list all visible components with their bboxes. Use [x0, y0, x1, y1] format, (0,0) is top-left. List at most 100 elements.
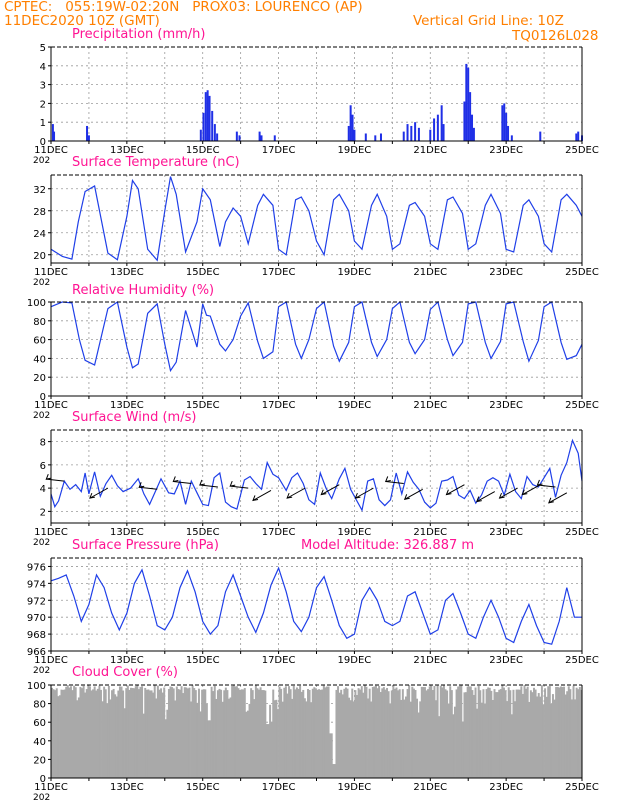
cloud-bar	[359, 689, 362, 778]
panel-pres-year-fragment: 202	[33, 666, 50, 676]
cloud-bar	[537, 693, 540, 778]
cloud-bar	[118, 686, 121, 778]
cloud-bar	[444, 689, 447, 778]
cloud-bar	[357, 688, 360, 778]
panel-rh-ytick-label: 80	[33, 317, 46, 328]
panel-cloud-ytick-label: 40	[33, 737, 46, 748]
wind-arrow	[89, 487, 109, 499]
cloud-bar	[60, 689, 63, 778]
rh-title: Relative Humidity (%)	[72, 283, 215, 298]
cloud-bar	[254, 685, 257, 778]
cloud-bar	[466, 686, 469, 778]
wind-arrowhead	[320, 489, 327, 496]
cloud-bar	[555, 686, 558, 778]
cloud-bar	[493, 689, 496, 778]
cloud-bar	[76, 700, 79, 778]
precip-bar	[575, 133, 578, 141]
cloud-bar	[169, 686, 172, 778]
cloud-bar	[430, 685, 433, 778]
cloud-bar	[398, 689, 401, 778]
cloud-bar	[300, 691, 303, 778]
cloud-bar	[387, 691, 390, 778]
cloud-bar	[400, 699, 403, 778]
panel-pres-line	[50, 566, 582, 645]
cloud-bar	[379, 692, 382, 778]
cloud-bar	[245, 711, 248, 778]
cloud-bar	[547, 686, 550, 778]
cloud-bar	[416, 698, 419, 778]
cloud-bar	[103, 686, 106, 778]
cloud-bar	[220, 689, 223, 778]
cloud-bar	[354, 690, 357, 778]
precip-bar	[351, 114, 354, 141]
cloud-title: Cloud Cover (%)	[72, 665, 178, 680]
cloud-bar	[197, 688, 200, 778]
cloud-bar	[141, 686, 144, 778]
panel-temp-ytick-label: 32	[33, 185, 46, 196]
cloud-bar	[275, 699, 278, 778]
cloud-bar	[243, 688, 246, 778]
cloud-bar	[256, 688, 259, 778]
cloud-bar	[155, 698, 158, 778]
cloud-bar	[428, 686, 431, 778]
cloud-bar	[327, 686, 330, 778]
panel-pres-ytick-label: 974	[27, 579, 46, 590]
cloud-bar	[194, 690, 197, 778]
precip-bar	[501, 105, 504, 141]
cloud-bar	[337, 686, 340, 778]
cloud-bar	[82, 685, 85, 778]
cloud-bar	[262, 690, 265, 778]
cloud-bar	[288, 686, 291, 778]
cloud-bar	[455, 689, 458, 778]
cloud-bar	[90, 690, 93, 778]
precip-bar	[510, 135, 513, 141]
precip-bar	[414, 122, 417, 141]
cloud-bar	[122, 690, 125, 778]
wind-arrowhead	[548, 497, 554, 504]
temp-title: Surface Temperature (nC)	[72, 155, 240, 170]
precip-bar	[347, 125, 350, 141]
panel-temp-ytick-label: 28	[33, 207, 46, 218]
panel-precip-ytick-label: 2	[40, 99, 46, 110]
panel-cloud-xtick-label: 11DEC	[34, 782, 68, 793]
panel-rh-xtick-label: 25DEC	[565, 400, 599, 411]
cloud-bar	[58, 695, 61, 778]
panel-precip-ytick-label: 1	[40, 118, 46, 129]
cloud-bar	[531, 692, 534, 778]
panel-precip-xtick-label: 25DEC	[565, 145, 599, 156]
cloud-bar	[548, 686, 551, 778]
wind-arrow	[286, 487, 306, 499]
cloud-bar	[65, 686, 68, 778]
precip-bar	[51, 124, 54, 141]
cloud-bar	[246, 710, 249, 778]
precip-bar	[402, 131, 405, 141]
cloud-bar	[521, 693, 524, 778]
cloud-bar	[558, 687, 561, 778]
panel-temp-xtick-label: 13DEC	[110, 267, 144, 278]
cloud-bar	[101, 701, 104, 778]
cloud-bar	[240, 689, 243, 778]
precip-bar	[273, 135, 276, 141]
precip-bar	[238, 135, 241, 141]
panel-temp-xtick-label: 23DEC	[489, 267, 523, 278]
panel-rh-line	[50, 300, 583, 373]
cloud-bar	[507, 687, 510, 778]
cloud-bar	[183, 687, 186, 778]
cloud-bar	[348, 697, 351, 778]
wind-arrow	[230, 485, 249, 489]
cloud-bar	[302, 689, 305, 778]
panel-precip-xtick-label: 17DEC	[262, 145, 296, 156]
panel-rh-ytick-label: 0	[40, 392, 46, 403]
cloud-bar	[85, 689, 88, 778]
cloud-bar	[487, 687, 490, 778]
panel-cloud-year-fragment: 202	[33, 793, 50, 800]
precip-bar	[208, 95, 211, 141]
cloud-bar	[479, 690, 482, 778]
cloud-bar	[386, 687, 389, 778]
panel-cloud-xtick-label: 15DEC	[186, 782, 220, 793]
cloud-bar	[111, 690, 114, 778]
cloud-bar	[534, 689, 537, 778]
cloud-bar	[51, 687, 53, 778]
panel-precip-xtick-label: 13DEC	[110, 145, 144, 156]
cloud-bar	[496, 692, 499, 778]
